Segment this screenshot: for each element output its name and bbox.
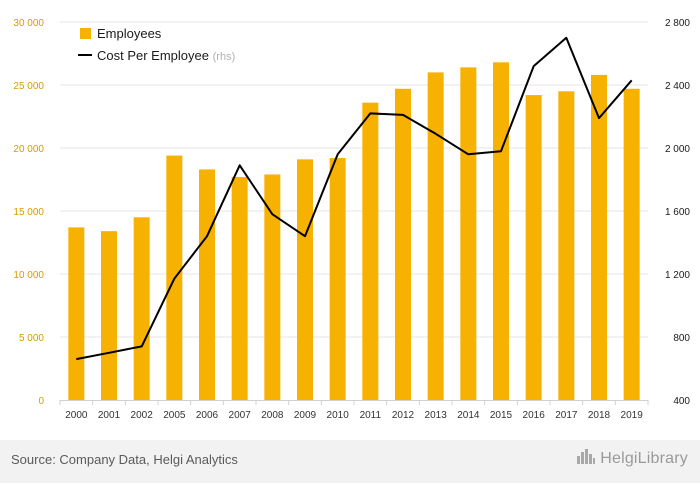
legend-swatch-employees	[80, 28, 91, 39]
bar	[362, 102, 379, 400]
y-right-tick-label: 2 800	[665, 18, 690, 29]
bar	[525, 95, 542, 400]
bar	[199, 169, 215, 400]
y-left-tick-label: 10 000	[13, 270, 44, 281]
bar	[101, 231, 117, 400]
chart-svg: 0 5 000 10 000 15 000 20 000 25 000 30 000 400 8…	[13, 18, 690, 421]
bar	[395, 88, 411, 400]
y-right-tick-label: 2 000	[665, 144, 690, 155]
bar	[591, 74, 607, 401]
y-left-tick-label: 5 000	[19, 333, 44, 344]
y-right-tick-label: 1 200	[665, 270, 690, 281]
cost-per-employee-line	[76, 36, 633, 361]
footer: Source: Company Data, Helgi Analytics He…	[0, 440, 700, 483]
bar	[623, 88, 640, 400]
source-note: Source: Company Data, Helgi Analytics	[11, 452, 238, 467]
x-tick-label: 2011	[360, 410, 382, 421]
bar	[427, 72, 444, 401]
x-tick-label: 2006	[196, 410, 219, 421]
x-tick-label: 2005	[163, 410, 186, 421]
y-right-tick-label: 1 600	[665, 207, 690, 218]
y-left-tick-label: 30 000	[13, 18, 44, 29]
x-tick-label: 2001	[98, 410, 121, 421]
brand-logo: HelgiLibrary	[576, 448, 688, 469]
x-tick-label: 2009	[294, 410, 317, 421]
x-tick-label: 2012	[392, 410, 415, 421]
legend-label-rhs: (rhs)	[213, 51, 236, 63]
bar	[297, 159, 313, 400]
bar	[264, 174, 281, 400]
bar	[68, 227, 85, 400]
city-skyline-icon	[576, 448, 596, 469]
x-tick-label: 2016	[523, 410, 546, 421]
y-right-tick-label: 400	[673, 396, 690, 407]
bar	[558, 91, 575, 401]
y-right-tick-label: 800	[673, 333, 690, 344]
x-tick-label: 2007	[229, 410, 252, 421]
x-tick-label: 2013	[425, 410, 448, 421]
axes: 0 5 000 10 000 15 000 20 000 25 000 30 000 400 8…	[13, 18, 690, 421]
y-left-tick-label: 20 000	[13, 144, 44, 155]
legend-label-cost-per-employee: Cost Per Employee (rhs)	[97, 48, 235, 63]
line-series-cost-per-employee	[76, 36, 633, 361]
bar	[460, 67, 477, 401]
y-left-tick-label: 25 000	[13, 81, 44, 92]
x-tick-label: 2008	[261, 410, 284, 421]
bar	[493, 62, 509, 400]
y-left-tick-label: 0	[38, 396, 44, 407]
y-left-tick-label: 15 000	[13, 207, 44, 218]
x-tick-label: 2014	[457, 410, 480, 421]
legend: Employees Cost Per Employee (rhs)	[78, 26, 235, 63]
bar	[329, 158, 346, 400]
x-tick-label: 2015	[490, 410, 513, 421]
bar	[231, 176, 248, 400]
legend-label-employees: Employees	[97, 26, 162, 41]
x-tick-label: 2018	[588, 410, 611, 421]
x-tick-label: 2000	[65, 410, 88, 421]
brand-name: HelgiLibrary	[600, 449, 688, 467]
x-tick-label: 2017	[555, 410, 578, 421]
x-tick-label: 2010	[327, 410, 350, 421]
gridlines	[60, 21, 648, 338]
x-tick-label: 2019	[621, 410, 644, 421]
y-right-tick-label: 2 400	[665, 81, 690, 92]
bar-series-employees	[68, 62, 640, 401]
x-tick-label: 2002	[131, 410, 154, 421]
bar	[133, 217, 150, 400]
